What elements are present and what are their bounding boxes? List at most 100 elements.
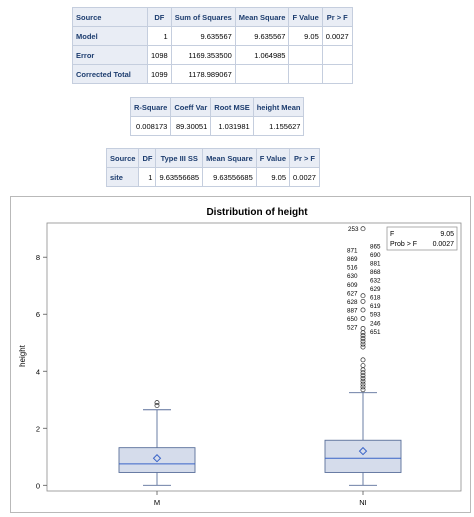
statistics-inset: F 9.05 Prob > F 0.0027 — [386, 226, 458, 251]
table-cell: 9.05 — [288, 26, 323, 46]
outlier-point — [360, 293, 366, 299]
table-cell: 1.155627 — [252, 116, 305, 136]
outlier-point — [360, 370, 366, 376]
outlier-point — [360, 363, 366, 369]
outlier-point — [154, 400, 160, 406]
fit-header-coeffvar: Coeff Var — [170, 97, 212, 117]
type3-table: Source DF Type III SS Mean Square F Valu… — [105, 148, 320, 187]
table-cell: 1.031981 — [210, 116, 254, 136]
table-cell: 9.63556685 — [155, 167, 204, 187]
inset-f-value: 9.05 — [440, 231, 454, 238]
y-tick-label: 8 — [36, 253, 40, 262]
table-cell: 1169.353500 — [170, 45, 236, 65]
outlier-point — [360, 344, 366, 350]
outlier-label: 609 — [347, 282, 358, 289]
outlier-point — [360, 387, 366, 393]
fit-header-mean: height Mean — [252, 97, 305, 117]
table-cell: 1 — [138, 167, 157, 187]
iqr-box — [324, 439, 402, 473]
outlier-point — [360, 336, 366, 341]
outlier-label: 246 — [370, 320, 381, 327]
y-tick-label: 4 — [36, 367, 40, 376]
box-series — [118, 226, 402, 486]
outlier-point — [360, 375, 366, 381]
anova-header-p: Pr > F — [321, 7, 353, 27]
outlier-point — [360, 373, 366, 378]
anova-header-row: Source DF Sum of Squares Mean Square F V… — [72, 7, 353, 27]
outlier-label: 651 — [370, 329, 381, 336]
type3-header-row: Source DF Type III SS Mean Square F Valu… — [105, 148, 320, 168]
inset-box — [386, 226, 458, 251]
row-source-label: site — [105, 167, 140, 187]
type3-header-source: Source — [105, 148, 140, 168]
fit-header-rsquare: R-Square — [129, 97, 172, 117]
outlier-point — [154, 403, 160, 408]
outlier-label: 690 — [370, 252, 381, 259]
outlier-labels: 253 865 871 690 869 881 516 868 630 632 609 629 627 6… — [347, 226, 381, 336]
outlier-point — [360, 378, 366, 384]
outlier-point — [360, 384, 366, 390]
table-cell: 9.63556685 — [202, 167, 257, 187]
outlier-label: 868 — [370, 269, 381, 276]
outlier-point — [360, 326, 366, 331]
x-axis: M NI — [154, 491, 367, 507]
box-ni — [324, 226, 402, 486]
outlier-label: 619 — [370, 303, 381, 310]
outlier-label: 632 — [370, 278, 381, 285]
y-tick-label: 0 — [36, 481, 40, 490]
outlier-point — [360, 316, 366, 321]
table-row: site 1 9.63556685 9.63556685 9.05 0.0027 — [105, 167, 320, 187]
table-cell: 0.0027 — [321, 26, 353, 46]
type3-header-p: Pr > F — [289, 148, 320, 168]
y-tick-label: 6 — [36, 310, 40, 319]
outlier-point — [360, 341, 366, 347]
table-row: Model 1 9.635567 9.635567 9.05 0.0027 — [72, 26, 353, 46]
table-row: Corrected Total 1099 1178.989067 — [72, 64, 353, 84]
anova-header-df: DF — [147, 7, 172, 27]
inset-p-label: Prob > F — [390, 241, 417, 248]
type3-header-ss: Type III SS — [155, 148, 204, 168]
anova-header-ms: Mean Square — [234, 7, 290, 27]
y-axis-label: height — [18, 344, 27, 367]
outlier-point — [360, 298, 366, 304]
outlier-label: 593 — [370, 312, 381, 319]
chart-title: Distribution of height — [206, 207, 308, 218]
outlier-label: 627 — [347, 290, 358, 297]
table-cell: 1098 — [147, 45, 172, 65]
mean-marker — [358, 446, 368, 456]
type3-header-ms: Mean Square — [202, 148, 257, 168]
table-cell: 1.064985 — [234, 45, 290, 65]
outlier-point — [360, 381, 366, 387]
mean-marker — [152, 454, 162, 463]
anova-header-source: Source — [72, 7, 148, 27]
outlier-label: 865 — [370, 243, 381, 250]
table-cell: 1178.989067 — [170, 64, 236, 84]
outlier-label: 618 — [370, 295, 381, 302]
outlier-label: 630 — [347, 273, 358, 280]
table-cell: 9.635567 — [170, 26, 236, 46]
outlier-label: 253 — [348, 226, 359, 233]
y-axis: 0 2 4 6 8 — [36, 253, 47, 490]
table-cell: 0.0027 — [289, 167, 320, 187]
row-source-label: Corrected Total — [72, 64, 148, 84]
anova-header-f: F Value — [288, 7, 323, 27]
row-source-label: Model — [72, 26, 148, 46]
table-cell: 1099 — [147, 64, 172, 84]
outlier-label: 516 — [347, 265, 358, 272]
outlier-label: 881 — [370, 260, 381, 267]
outlier-point — [360, 307, 366, 313]
inset-f-label: F — [390, 231, 394, 238]
outlier-label: 871 — [347, 248, 358, 255]
box-m — [118, 400, 196, 486]
x-tick-label: NI — [359, 498, 367, 507]
fit-statistics-table: R-Square Coeff Var Root MSE height Mean … — [129, 97, 305, 136]
table-cell: 9.635567 — [234, 26, 290, 46]
type3-header-f: F Value — [255, 148, 291, 168]
table-row: 0.008173 89.30051 1.031981 1.155627 — [129, 116, 305, 136]
type3-header-df: DF — [138, 148, 157, 168]
table-cell: 89.30051 — [170, 116, 212, 136]
fit-header-rootmse: Root MSE — [210, 97, 254, 117]
table-cell: 1 — [147, 26, 172, 46]
outlier-point — [360, 338, 366, 344]
